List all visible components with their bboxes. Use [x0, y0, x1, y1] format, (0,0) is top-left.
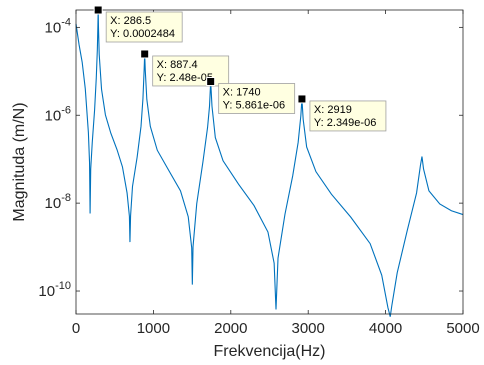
datatip-x-text: X: 1740	[223, 87, 261, 99]
datatip-y-text: Y: 0.0002484	[110, 28, 175, 40]
plot-background	[76, 10, 463, 314]
x-tick-label: 3000	[292, 320, 325, 337]
x-tick-labels: 0 1000 2000 3000 4000 5000	[72, 320, 480, 337]
y-tick-labels: 10-10 10-8 10-6 10-4	[38, 16, 71, 300]
y-tick-label: 10-10	[38, 280, 71, 300]
datatip-box	[309, 100, 387, 132]
datatip-y-text: Y: 2.349e-06	[314, 117, 376, 129]
datatip[interactable]: X: 286.5Y: 0.0002484	[93, 5, 183, 43]
datatip-x-text: X: 286.5	[110, 15, 151, 27]
x-tick-label: 2000	[214, 320, 247, 337]
y-axis-label: Magnituda (m/N)	[11, 102, 28, 221]
x-tick-label: 0	[72, 320, 80, 337]
datatip-marker[interactable]	[206, 77, 216, 87]
datatip[interactable]: X: 887.4Y: 2.48e-05	[140, 49, 230, 87]
datatip-x-text: X: 887.4	[157, 59, 198, 71]
datatip-marker[interactable]	[93, 5, 103, 15]
plot-box	[75, 9, 464, 315]
x-tick-label: 4000	[369, 320, 402, 337]
datatip-x-text: X: 2919	[314, 104, 352, 116]
y-tick-label: 10-6	[45, 104, 71, 124]
datatip-y-text: Y: 2.48e-05	[157, 72, 213, 84]
x-axis-label: Frekvencija(Hz)	[213, 343, 325, 360]
datatip-y-text: Y: 5.861e-06	[223, 100, 285, 112]
datatip-box	[152, 55, 230, 87]
datatip-marker[interactable]	[140, 49, 150, 59]
x-tick-label: 5000	[446, 320, 479, 337]
x-tick-label: 1000	[137, 320, 170, 337]
y-tick-label: 10-8	[45, 192, 71, 212]
y-tick-label: 10-4	[45, 16, 71, 36]
datatip-box	[218, 83, 296, 114]
datatip-marker[interactable]	[297, 94, 307, 104]
datatip-box	[105, 11, 183, 43]
